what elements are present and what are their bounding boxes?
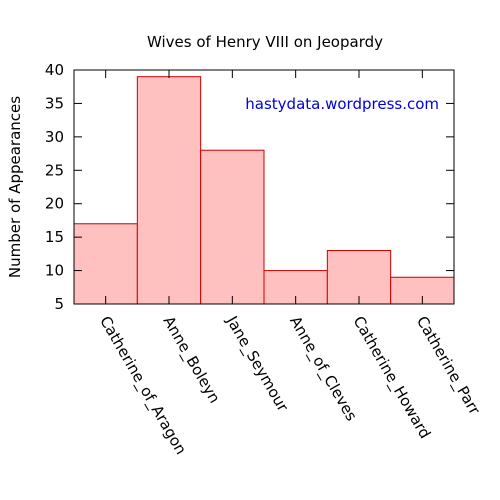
y-tick-label: 20 <box>45 195 64 213</box>
y-tick-label: 10 <box>45 262 64 280</box>
y-tick-label: 40 <box>45 61 64 79</box>
y-axis: 5 10 15 20 25 30 35 40 <box>45 61 454 313</box>
bar-jane-seymour <box>200 149 265 305</box>
y-tick-label: 15 <box>45 228 64 246</box>
chart-title: Wives of Henry VIII on Jeopardy <box>147 33 383 51</box>
x-tick-label: Anne_Boleyn <box>159 313 224 407</box>
y-axis-label: Number of Appearances <box>6 96 24 278</box>
y-tick-label: 25 <box>45 161 64 179</box>
x-tick-label: Catherine_Parr <box>412 313 484 419</box>
x-tick-label: Anne_of_Cleves <box>285 313 360 425</box>
y-tick-label: 35 <box>45 94 64 112</box>
bar-anne-boleyn <box>136 76 202 305</box>
plot-frame <box>73 69 455 305</box>
bar-catherine-of-aragon <box>73 223 138 305</box>
bars-group <box>73 76 455 305</box>
y-tick-label: 30 <box>45 128 64 146</box>
bar-catherine-howard <box>326 250 392 305</box>
chart-annotation: hastydata.wordpress.com <box>245 95 439 113</box>
y-tick-label: 5 <box>54 295 64 313</box>
x-tick-label: Jane_Seymour <box>222 312 293 416</box>
